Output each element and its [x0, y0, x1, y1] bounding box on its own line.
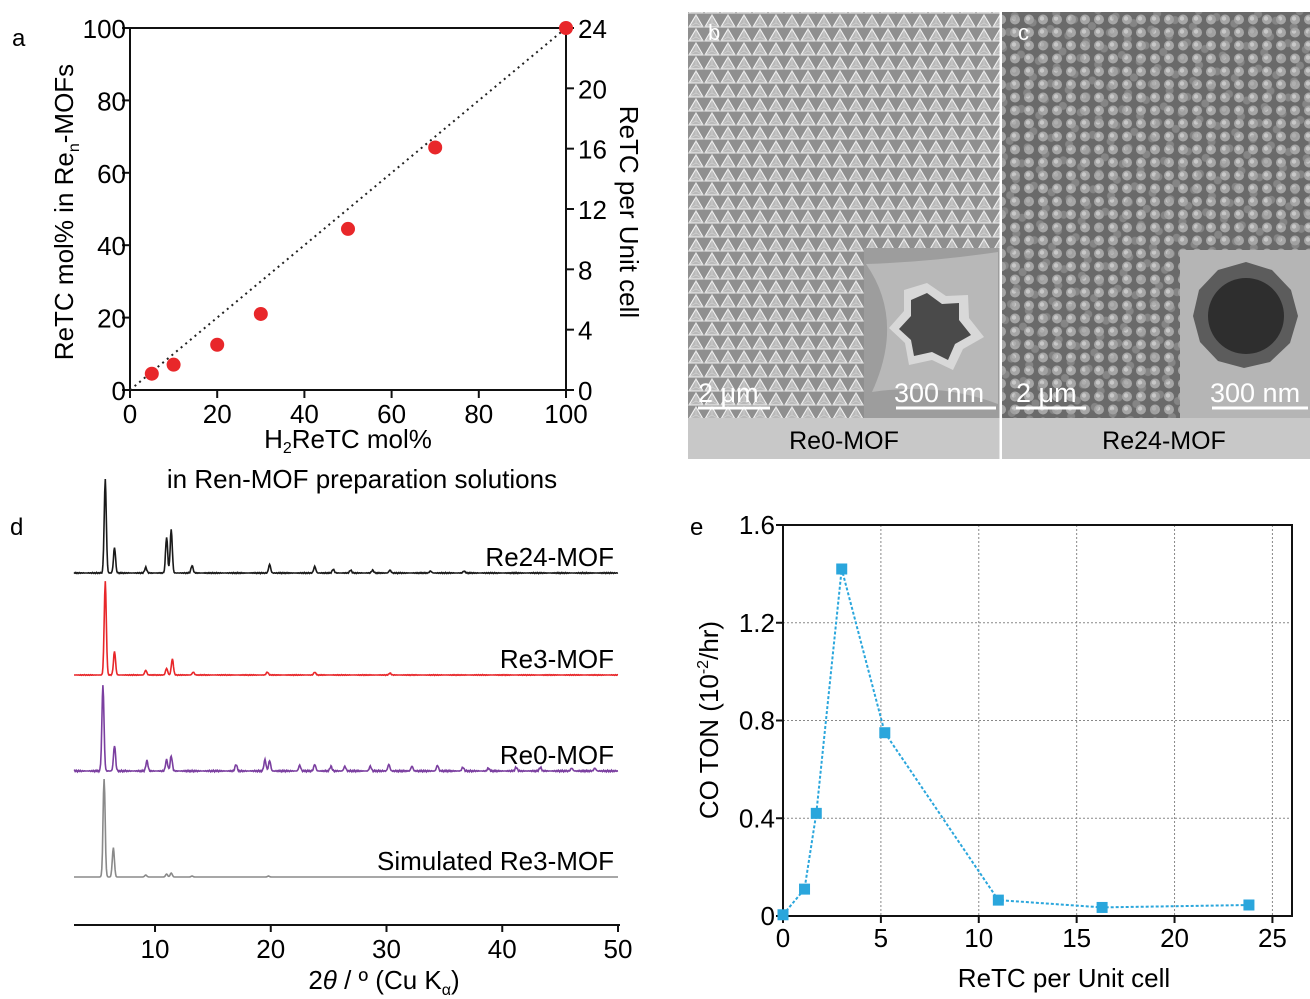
ton-data-point: [1096, 901, 1108, 913]
panel-e-y-label: CO TON (10-2/hr): [694, 621, 724, 819]
a-data-point: [341, 221, 355, 236]
d-x-tick-label: 50: [604, 934, 633, 964]
panel-a-y-label: ReTC mol% in Ren-MOFs: [49, 64, 83, 360]
e-x-tick-label: 25: [1258, 923, 1287, 953]
a-data-point: [166, 357, 181, 372]
a-x-tick-label: 60: [377, 399, 406, 429]
panel-label-e: e: [690, 514, 703, 541]
panel-d-x-label: 2θ / º (Cu Kα): [308, 965, 459, 999]
a-y-tick-label: 40: [97, 231, 126, 261]
ton-series-line: [782, 568, 1249, 916]
a-y2-tick-label: 0: [578, 376, 592, 406]
pxrd-traces: Re24-MOF Re3-MOF Re0-MOF Simulated Re3-MOF: [73, 478, 619, 878]
pxrd-trace: [74, 778, 618, 878]
a-y2-tick-label: 16: [578, 135, 607, 165]
e-y-tick-label: 0: [761, 901, 775, 931]
a-y-tick-label: 20: [97, 304, 126, 334]
caption-re24-mof: Re24-MOF: [1102, 427, 1226, 455]
a-x-tick-label: 80: [464, 399, 493, 429]
e-y-tick-label: 1.2: [739, 608, 775, 638]
pxrd-trace: [73, 685, 619, 774]
ton-data-point: [1243, 899, 1255, 911]
ton-data-point: [777, 909, 789, 921]
panel-label-c: c: [1018, 20, 1029, 45]
panel-b: b 2 μm 300 nm Re0-MOF: [688, 12, 1000, 459]
panel-e-y-axis: 0 0.4 0.8 1.2 1.6: [739, 510, 783, 931]
e-x-tick-label: 20: [1160, 923, 1189, 953]
pxrd-trace: [73, 478, 619, 575]
ton-data-point: [879, 727, 891, 739]
caption-bar-b: [688, 418, 1000, 459]
a-y2-tick-label: 24: [578, 14, 607, 44]
pxrd-trace-label: Re24-MOF: [485, 542, 614, 572]
ton-data-point: [799, 883, 811, 895]
e-x-tick-label: 5: [874, 923, 888, 953]
a-y-tick-label: 0: [112, 376, 126, 406]
panel-e: e 0 5 10 15 20 25 0 0.4 0.8 1.2 1.6 ReTC per Unit…: [690, 510, 1293, 993]
a-x-tick-label: 0: [123, 399, 137, 429]
panel-d-x-axis: 10 20 30 40 50: [141, 925, 633, 964]
d-x-tick-label: 10: [141, 934, 170, 964]
panel-a-left-y-axis: 0 20 40 60 80 100: [83, 14, 130, 406]
panel-c: c 2 μm 300 nm Re24-MOF: [1002, 12, 1310, 459]
d-x-tick-label: 30: [372, 934, 401, 964]
ton-data-point: [810, 807, 822, 819]
e-y-tick-label: 1.6: [739, 510, 775, 540]
scale-bar-main-c: 2 μm: [1016, 378, 1077, 408]
a-x-tick-label: 20: [203, 399, 232, 429]
scale-bar-inset-b: 300 nm: [894, 378, 984, 408]
caption-bar-c: [1002, 418, 1310, 459]
pxrd-trace-label: Re0-MOF: [500, 740, 614, 770]
panel-a-data-points: [144, 21, 573, 381]
a-y2-tick-label: 12: [578, 195, 607, 225]
e-y-tick-label: 0.8: [739, 706, 775, 736]
d-x-tick-label: 40: [488, 934, 517, 964]
ton-data-point: [992, 894, 1004, 906]
panel-label-d: d: [10, 514, 23, 541]
panel-a-x-label-line2: in Ren-MOF preparation solutions: [167, 464, 557, 494]
panel-d: d Re24-MOF Re3-MOF Re0-MOF Simulated Re3-MO…: [10, 478, 633, 999]
panel-e-grid: [783, 524, 1292, 916]
a-data-point: [210, 337, 225, 352]
e-x-tick-label: 15: [1062, 923, 1091, 953]
e-x-tick-label: 10: [964, 923, 993, 953]
e-x-tick-label: 0: [776, 923, 790, 953]
a-y-tick-label: 80: [97, 86, 126, 116]
pxrd-trace: [74, 581, 619, 677]
a-y-tick-label: 60: [97, 159, 126, 189]
panel-a-y2-label: ReTC per Unit cell: [614, 106, 644, 318]
panel-e-x-axis: 0 5 10 15 20 25: [776, 916, 1287, 953]
e-y-tick-label: 0.4: [739, 803, 775, 833]
panel-a-x-label: H2ReTC mol%: [264, 424, 432, 457]
panel-label-a: a: [12, 25, 26, 52]
d-x-tick-label: 20: [256, 934, 285, 964]
caption-re0-mof: Re0-MOF: [789, 427, 899, 455]
pxrd-trace-label: Re3-MOF: [500, 644, 614, 674]
a-data-point: [144, 366, 159, 381]
scale-bar-main-b: 2 μm: [698, 378, 759, 408]
a-x-tick-label: 40: [290, 399, 319, 429]
panel-a-x-axis: 0 20 40 60 80 100: [123, 390, 588, 429]
scale-bar-inset-c: 300 nm: [1210, 378, 1300, 408]
parity-reference-line: [129, 27, 567, 391]
a-data-point: [428, 140, 443, 155]
panel-a-right-y-axis: 0 4 8 12 16 20 24: [566, 14, 607, 406]
a-y-tick-label: 100: [83, 14, 126, 44]
panel-label-b: b: [708, 20, 720, 45]
ton-data-point: [836, 563, 848, 575]
a-data-point: [253, 306, 268, 321]
panel-e-x-label: ReTC per Unit cell: [958, 963, 1170, 993]
a-x-tick-label: 100: [544, 399, 587, 429]
pxrd-trace-label: Simulated Re3-MOF: [377, 846, 614, 876]
ton-series: [777, 563, 1255, 921]
a-data-point: [559, 21, 573, 35]
a-y2-tick-label: 8: [578, 255, 592, 285]
a-y2-tick-label: 20: [578, 74, 607, 104]
a-y2-tick-label: 4: [578, 316, 592, 346]
